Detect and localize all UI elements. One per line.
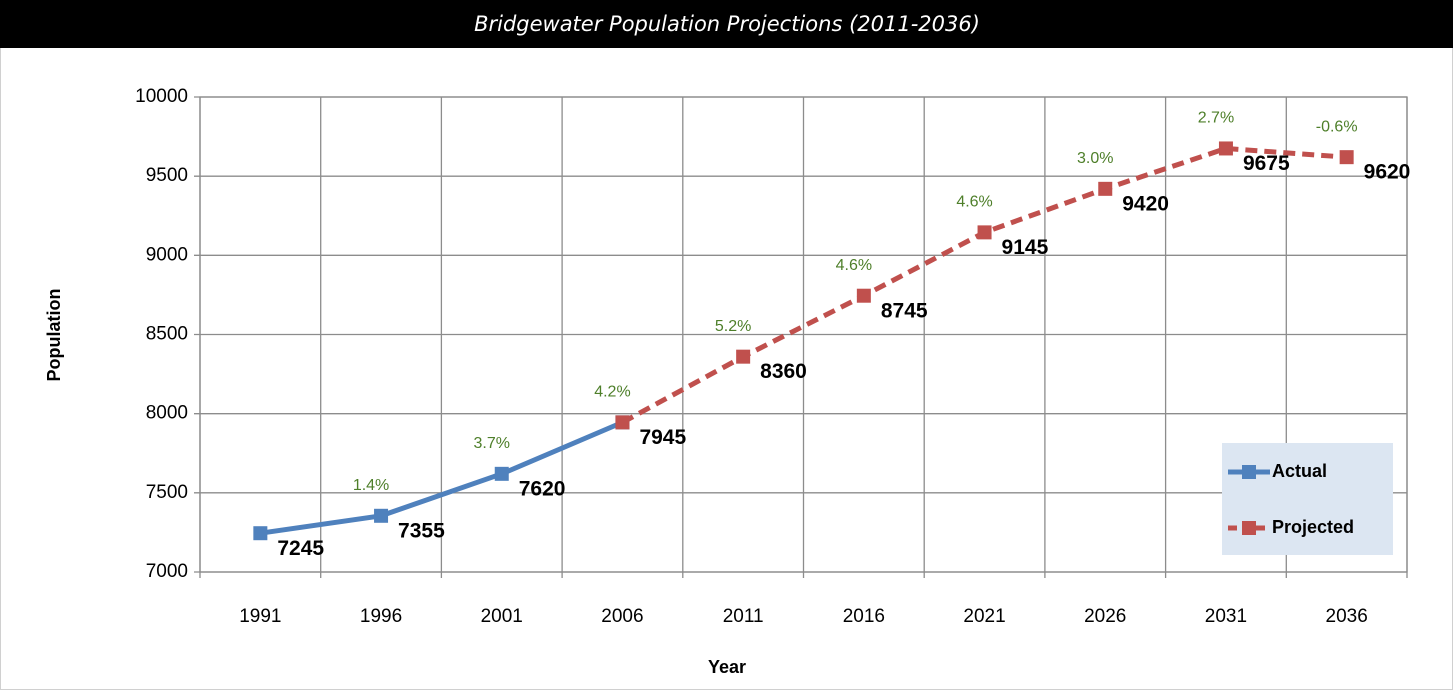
x-tick-label: 2016 [843,606,885,627]
point-marker [1218,141,1233,156]
growth-annotation: 5.2% [715,318,751,335]
data-label: 9420 [1122,192,1169,215]
y-tick-label: 7500 [146,482,188,503]
x-tick-label: 2031 [1205,606,1247,627]
point-marker [1339,150,1354,165]
x-axis-label: Year [708,657,746,677]
legend-label: Actual [1272,461,1327,481]
data-label: 7355 [398,519,445,542]
legend-box [1222,443,1393,555]
x-tick-label: 2006 [601,606,643,627]
point-marker [1098,181,1113,196]
growth-annotation: 4.6% [836,257,872,274]
series-line [259,420,624,536]
x-tick-label: 2026 [1084,606,1126,627]
data-label: 7945 [639,426,686,449]
legend-label: Projected [1272,517,1354,537]
data-label: 9675 [1243,152,1290,175]
x-tick-label: 1996 [360,606,402,627]
data-label: 8745 [881,299,928,322]
point-marker [977,225,992,240]
growth-annotation: 1.4% [353,477,389,494]
x-tick-label: 2001 [481,606,523,627]
data-label: 9620 [1364,161,1411,184]
point-marker [494,466,509,481]
growth-annotation: 4.2% [594,384,630,401]
chart-title: Bridgewater Population Projections (2011… [474,12,980,36]
y-axis-label: Population [44,289,64,382]
data-label: 8360 [760,360,807,383]
point-marker [615,415,630,430]
point-marker [736,349,751,364]
growth-annotation: -0.6% [1316,118,1358,135]
growth-annotation: 3.7% [474,435,510,452]
legend-swatch-marker [1242,465,1256,479]
y-tick-label: 8500 [146,324,188,345]
data-label: 7620 [519,477,566,500]
x-tick-label: 2021 [963,606,1005,627]
point-marker [374,508,389,523]
y-tick-label: 7000 [146,561,188,582]
data-label: 9145 [1002,236,1049,259]
data-label: 7245 [277,537,324,560]
legend-swatch-marker [1242,521,1256,535]
y-tick-label: 9000 [146,244,188,265]
growth-annotation: 4.6% [956,194,992,211]
x-tick-label: 2011 [723,606,764,627]
title-bar [0,0,1453,48]
x-tick-label: 2036 [1326,606,1368,627]
x-tick-label: 1991 [239,606,281,627]
growth-annotation: 3.0% [1077,150,1113,167]
y-tick-label: 9500 [146,165,188,186]
point-marker [856,288,871,303]
y-tick-label: 10000 [135,86,188,107]
point-marker [253,526,268,541]
growth-annotation: 2.7% [1198,110,1234,127]
y-tick-label: 8000 [146,403,188,424]
